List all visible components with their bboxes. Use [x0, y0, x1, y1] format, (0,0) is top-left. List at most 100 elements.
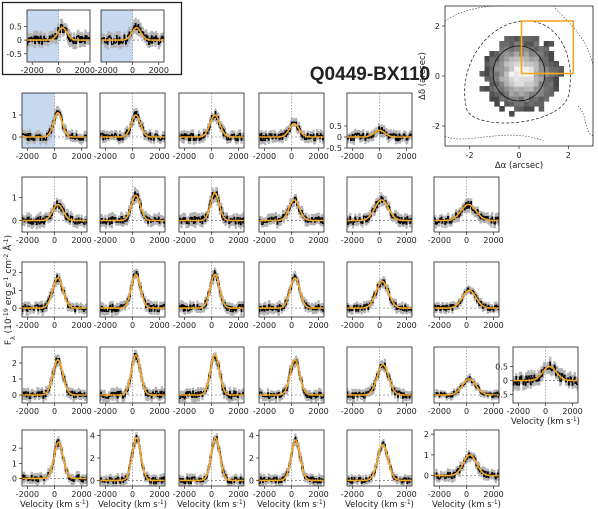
map-pixel: [499, 76, 505, 82]
x-tick-label: 2000: [396, 321, 416, 330]
y-tick-label: -0.5: [326, 144, 342, 153]
gaussian-fit: [179, 114, 244, 138]
map-pixel: [543, 56, 550, 62]
x-tick-label: -2000: [95, 66, 118, 75]
x-tick-label: 2000: [308, 236, 328, 245]
x-tick-label: 2000: [71, 236, 91, 245]
map-pixel: [479, 71, 485, 77]
map-pixel: [533, 86, 540, 92]
spectrum-panel: -2000 0 2000 0 1 2 Velocity (km s-1): [424, 429, 504, 509]
gaussian-fit: [22, 203, 87, 222]
map-pixel: [533, 56, 540, 62]
map-pixel: [553, 61, 559, 67]
map-pixel: [553, 76, 559, 82]
map-pixel: [504, 61, 510, 67]
y-tick-label: 0: [337, 133, 342, 142]
map-pixel: [514, 91, 520, 97]
map-pixel: [523, 66, 530, 72]
map-pixel: [504, 86, 510, 92]
map-x-tick-label: 2: [566, 151, 571, 160]
map-pixel: [509, 41, 515, 47]
map-pixel: [509, 46, 515, 52]
y-tick-label: 0: [424, 472, 429, 481]
x-tick-label: 0: [289, 321, 294, 330]
map-pixel: [499, 51, 505, 57]
spectrum-panel: -2000 0 2000: [253, 92, 329, 161]
x-tick-label: -2000: [253, 152, 276, 161]
x-tick-label: 2000: [396, 152, 416, 161]
map-pixel: [548, 41, 555, 47]
map-pixel: [519, 96, 525, 102]
map-pixel: [489, 56, 495, 62]
map-pixel: [499, 71, 505, 77]
x-tick-label: 2000: [396, 407, 416, 416]
x-tick-label: 2000: [71, 321, 91, 330]
map-pixel: [504, 91, 510, 97]
map-pixel: [519, 106, 525, 112]
data-spectrum: [434, 200, 499, 225]
map-pixel: [523, 36, 530, 42]
map-pixel: [533, 101, 540, 107]
map-pixel: [504, 71, 510, 77]
gaussian-fit: [434, 289, 499, 309]
x-tick-label: -2000: [253, 236, 276, 245]
spectrum-panel: -2000 0 2000: [341, 261, 417, 330]
map-pixel: [509, 36, 515, 42]
map-pixel: [523, 46, 530, 52]
x-tick-label: 0: [130, 236, 135, 245]
y-tick-label: 0: [12, 217, 17, 226]
map-pixel: [489, 86, 495, 92]
x-tick-label: -2000: [428, 236, 451, 245]
map-pixel: [553, 81, 559, 87]
x-tick-label: 2000: [308, 152, 328, 161]
map-pixel: [528, 51, 535, 57]
x-tick-label: 2000: [71, 407, 91, 416]
map-pixel: [514, 86, 520, 92]
gaussian-fit: [179, 437, 244, 482]
x-tick-label: 0: [289, 490, 294, 499]
map-pixel: [558, 66, 564, 72]
x-tick-label: -2000: [341, 236, 364, 245]
spectrum-panel: -2000 0 2000 0.5 0 -0.5: [326, 92, 417, 161]
spectrum-panel: -2000 0 2000: [428, 261, 504, 330]
map-pixel: [514, 76, 520, 82]
map-pixel: [523, 86, 530, 92]
map-pixel: [494, 101, 500, 107]
map-pixel: [509, 71, 515, 77]
map-pixel: [533, 36, 540, 42]
map-pixel: [514, 71, 520, 77]
map-pixel: [523, 81, 530, 87]
x-tick-label: -2000: [16, 490, 39, 499]
spectrum-panel: -2000 0 2000: [428, 176, 504, 245]
x-tick-label: -2000: [94, 321, 117, 330]
spectrum-panel: -2000 0 2000 0 1 2: [12, 261, 92, 330]
map-pixel: [519, 81, 525, 87]
map-pixel: [494, 81, 500, 87]
x-tick-label: 2000: [71, 152, 91, 161]
x-tick-label: -2000: [253, 490, 276, 499]
y-tick-label: 0.5: [495, 363, 508, 372]
y-tick-label: -0.5: [492, 391, 508, 400]
map-pixel: [479, 86, 485, 92]
map-pixel: [543, 51, 550, 57]
x-tick-label: -2000: [173, 236, 196, 245]
map-pixel: [548, 91, 555, 97]
map-pixel: [533, 76, 540, 82]
map-pixel: [484, 61, 490, 67]
x-tick-label: 2000: [228, 236, 248, 245]
y-tick-label: 2: [12, 359, 17, 368]
map-pixel: [499, 41, 505, 47]
x-tick-label: -2000: [94, 490, 117, 499]
map-pixel: [499, 56, 505, 62]
gaussian-fit: [22, 441, 87, 480]
map-pixel: [484, 76, 490, 82]
map-y-tick-label: 2: [435, 22, 440, 31]
map-pixel: [538, 46, 545, 52]
map-pixel: [533, 46, 540, 52]
x-tick-label: -2000: [173, 407, 196, 416]
y-tick-label: 2: [249, 454, 254, 463]
map-pixel: [509, 81, 515, 87]
map-pixel: [514, 51, 520, 57]
x-tick-label: -2000: [507, 407, 530, 416]
y-tick-label: 4: [249, 432, 254, 441]
